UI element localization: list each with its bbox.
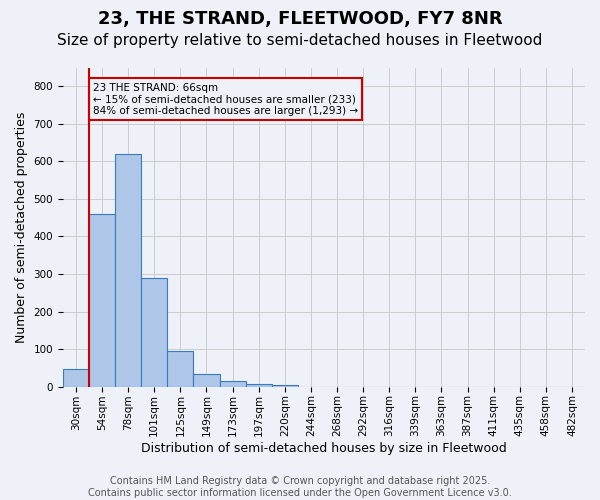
Text: 23, THE STRAND, FLEETWOOD, FY7 8NR: 23, THE STRAND, FLEETWOOD, FY7 8NR <box>98 10 502 28</box>
Bar <box>220 380 245 386</box>
Text: 23 THE STRAND: 66sqm
← 15% of semi-detached houses are smaller (233)
84% of semi: 23 THE STRAND: 66sqm ← 15% of semi-detac… <box>93 82 358 116</box>
Bar <box>115 154 141 386</box>
Bar <box>193 374 220 386</box>
Text: Contains HM Land Registry data © Crown copyright and database right 2025.
Contai: Contains HM Land Registry data © Crown c… <box>88 476 512 498</box>
X-axis label: Distribution of semi-detached houses by size in Fleetwood: Distribution of semi-detached houses by … <box>141 442 507 455</box>
Bar <box>89 214 115 386</box>
Bar <box>272 385 298 386</box>
Bar <box>167 352 193 386</box>
Bar <box>63 370 89 386</box>
Bar <box>245 384 272 386</box>
Y-axis label: Number of semi-detached properties: Number of semi-detached properties <box>15 112 28 343</box>
Bar <box>141 278 167 386</box>
Text: Size of property relative to semi-detached houses in Fleetwood: Size of property relative to semi-detach… <box>58 32 542 48</box>
